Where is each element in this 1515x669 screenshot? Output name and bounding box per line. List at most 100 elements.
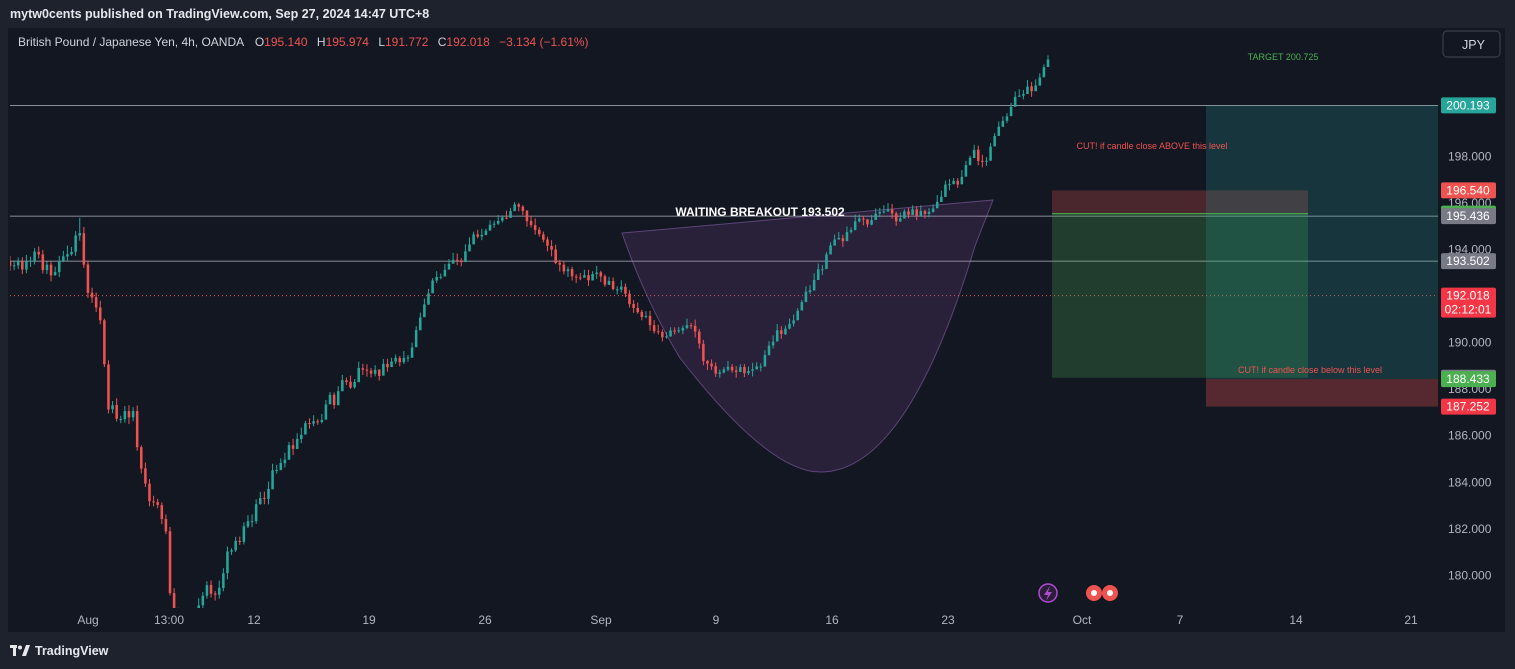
svg-text:200.193: 200.193 <box>1446 98 1490 112</box>
candle <box>423 298 426 318</box>
candle <box>373 365 377 377</box>
candle <box>66 245 69 261</box>
candle <box>324 399 328 420</box>
candle <box>935 195 939 209</box>
candle <box>201 591 205 608</box>
candle <box>455 253 459 266</box>
candle <box>45 261 49 274</box>
short-profit-zone[interactable] <box>1206 105 1438 380</box>
candle <box>849 227 853 234</box>
candle <box>804 286 808 303</box>
candle <box>1026 80 1029 95</box>
lightning-glyph-icon <box>1044 586 1052 601</box>
candle <box>607 276 611 285</box>
tradingview-brand[interactable]: TradingView <box>10 644 108 658</box>
economic-event-dot-icon-2 <box>1107 590 1113 596</box>
candle <box>349 375 352 389</box>
candle <box>78 217 82 241</box>
candle <box>579 273 582 281</box>
candle <box>25 254 28 274</box>
candle <box>521 205 525 216</box>
tradingview-wordmark: TradingView <box>35 644 109 658</box>
candle <box>751 362 754 377</box>
candle <box>361 363 365 375</box>
candle <box>890 203 894 219</box>
candle <box>956 178 960 189</box>
candle <box>652 320 656 334</box>
candle <box>312 415 315 427</box>
candle <box>484 228 488 236</box>
long-profit-zone[interactable] <box>1052 213 1308 378</box>
currency-label[interactable]: JPY <box>1462 38 1486 52</box>
candle <box>997 121 1001 136</box>
candle <box>300 427 303 444</box>
candle <box>940 190 943 203</box>
candle <box>10 256 12 272</box>
candle <box>685 318 689 330</box>
price-tick-label: 186.000 <box>1448 429 1492 443</box>
position-tools[interactable] <box>1052 105 1438 407</box>
cut-above-annotation: CUT! if candle close ABOVE this level <box>1076 141 1227 151</box>
candle <box>217 580 221 599</box>
tradingview-logo-icon <box>10 645 30 656</box>
candle <box>33 248 36 265</box>
candle <box>780 326 783 339</box>
candle <box>964 160 968 177</box>
short-stop-zone[interactable] <box>1206 379 1438 407</box>
chart-pane[interactable] <box>8 28 1505 632</box>
candle <box>1030 81 1033 97</box>
candle <box>968 155 972 166</box>
candle <box>907 207 910 219</box>
stop-below-price-badge: 187.252 <box>1441 398 1496 415</box>
candle <box>661 329 664 342</box>
candle <box>29 256 32 267</box>
publisher-text: mytw0cents published on TradingView.com,… <box>10 7 430 21</box>
time-tick-label: Aug <box>77 613 98 627</box>
svg-text:187.252: 187.252 <box>1446 400 1490 414</box>
candle <box>283 452 287 468</box>
candle <box>583 269 586 278</box>
candle <box>1038 73 1042 86</box>
candle <box>328 391 332 405</box>
candle <box>336 386 340 406</box>
stop-above-price-badge: 196.540 <box>1441 182 1496 199</box>
currency-button[interactable]: JPY <box>1442 30 1501 58</box>
event-icons[interactable] <box>1038 583 1118 603</box>
candle <box>410 342 414 358</box>
candle <box>771 335 775 349</box>
price-tick-label: 180.000 <box>1448 568 1492 582</box>
candle <box>931 204 935 213</box>
candle <box>894 211 898 226</box>
candle <box>976 145 980 166</box>
candle <box>131 407 135 422</box>
candle <box>546 236 549 252</box>
candle <box>677 327 681 334</box>
candle <box>53 266 57 276</box>
bar-countdown: 02:12:01 <box>1445 303 1492 317</box>
low-value: 191.772 <box>385 35 429 49</box>
time-axis[interactable]: Aug 13:00 12 19 26 Sep 9 16 23 Oct 7 14 21 <box>77 613 1418 627</box>
open-label: O <box>255 35 264 49</box>
candle <box>841 234 845 247</box>
candle <box>628 290 631 308</box>
candle <box>689 322 693 329</box>
candles-layer <box>10 55 1050 608</box>
candle <box>739 364 742 372</box>
candle <box>308 418 311 429</box>
candle <box>611 277 615 291</box>
time-tick-label: 14 <box>1289 613 1303 627</box>
cup-pattern[interactable] <box>621 199 994 473</box>
open-value: 195.140 <box>264 35 308 49</box>
candle <box>501 215 504 223</box>
candle <box>172 588 176 608</box>
candle <box>148 479 151 507</box>
candle <box>858 214 861 223</box>
candle <box>726 361 730 372</box>
candle <box>673 327 676 335</box>
candle <box>488 220 492 231</box>
candle <box>915 206 918 221</box>
candle <box>382 358 385 376</box>
long-stop-zone[interactable] <box>1052 190 1308 214</box>
candle <box>862 216 865 226</box>
